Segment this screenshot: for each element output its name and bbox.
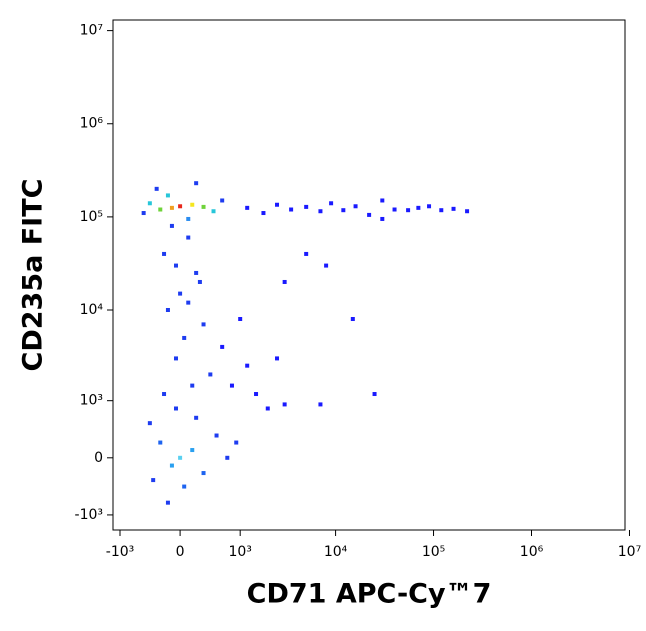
point <box>254 392 259 397</box>
point <box>220 344 225 349</box>
point <box>372 392 377 397</box>
point <box>165 307 170 312</box>
y-tick-label: 10⁵ <box>80 209 103 225</box>
x-tick-label: 10⁷ <box>618 544 641 560</box>
point <box>220 198 225 203</box>
point <box>214 433 219 438</box>
x-tick-label: 10⁴ <box>324 544 348 560</box>
point <box>282 279 287 284</box>
point <box>367 212 372 217</box>
point <box>392 207 397 212</box>
point <box>238 317 243 322</box>
point <box>178 204 183 209</box>
point <box>178 291 183 296</box>
point <box>304 204 309 209</box>
point <box>201 322 206 327</box>
point <box>439 208 444 213</box>
point <box>341 208 346 213</box>
point <box>186 216 191 221</box>
point <box>201 471 206 476</box>
point <box>208 372 213 377</box>
point <box>147 201 152 206</box>
point <box>416 205 421 210</box>
point <box>465 209 470 214</box>
point <box>324 263 329 268</box>
point <box>190 448 195 453</box>
y-axis-title: CD235a FITC <box>18 179 49 372</box>
plot-frame <box>112 19 626 531</box>
point <box>451 206 456 211</box>
y-tick-label: -10³ <box>75 507 103 523</box>
x-axis-title: CD71 APC-Cy™7 <box>247 579 492 610</box>
point <box>350 317 355 322</box>
point <box>190 202 195 207</box>
point <box>141 211 146 216</box>
point <box>229 383 234 388</box>
point <box>265 406 270 411</box>
y-tick-label: 10⁶ <box>80 116 104 132</box>
point <box>194 270 199 275</box>
point <box>169 205 174 210</box>
point <box>197 279 202 284</box>
point <box>158 207 163 212</box>
point <box>234 440 239 445</box>
point <box>169 463 174 468</box>
point <box>275 356 280 361</box>
point <box>162 392 167 397</box>
point <box>169 223 174 228</box>
point <box>380 198 385 203</box>
point <box>182 484 187 489</box>
y-tick-label: 0 <box>94 450 103 466</box>
point <box>158 440 163 445</box>
point <box>261 211 266 216</box>
point <box>353 204 358 209</box>
point <box>151 478 156 483</box>
point <box>194 181 199 186</box>
y-tick-label: 10³ <box>80 393 103 409</box>
point <box>190 383 195 388</box>
point <box>162 251 167 256</box>
point <box>282 402 287 407</box>
point <box>275 202 280 207</box>
x-tick-label: 0 <box>176 544 185 560</box>
point <box>186 300 191 305</box>
point <box>245 205 250 210</box>
point <box>318 209 323 214</box>
point <box>406 208 411 213</box>
point <box>182 335 187 340</box>
y-tick-label: 10⁴ <box>80 302 104 318</box>
point <box>427 204 432 209</box>
point <box>225 455 230 460</box>
point <box>173 356 178 361</box>
x-tick-label: -10³ <box>106 544 134 560</box>
point <box>211 209 216 214</box>
point <box>245 363 250 368</box>
x-tick-label: 10⁵ <box>422 544 445 560</box>
point <box>165 500 170 505</box>
point <box>304 251 309 256</box>
point <box>380 216 385 221</box>
point <box>318 402 323 407</box>
point <box>147 421 152 426</box>
x-tick-label: 10⁶ <box>520 544 544 560</box>
point <box>173 406 178 411</box>
point <box>289 207 294 212</box>
point <box>329 201 334 206</box>
point <box>194 415 199 420</box>
point <box>173 263 178 268</box>
y-tick-label: 10⁷ <box>80 23 103 39</box>
point <box>165 193 170 198</box>
point <box>186 235 191 240</box>
point <box>154 186 159 191</box>
point <box>178 455 183 460</box>
x-tick-label: 10³ <box>228 544 251 560</box>
point <box>201 204 206 209</box>
